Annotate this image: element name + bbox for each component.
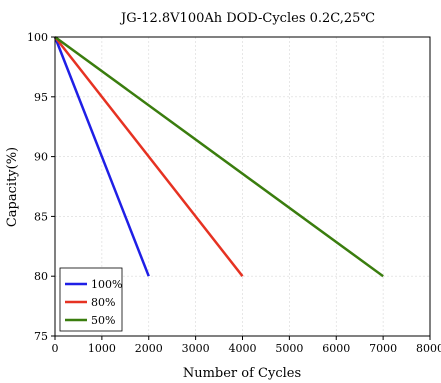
x-tick-label-3: 3000 xyxy=(182,342,210,355)
x-tick-label-6: 6000 xyxy=(322,342,350,355)
chart-title: JG-12.8V100Ah DOD-Cycles 0.2C,25℃ xyxy=(119,11,375,26)
legend: 100% 80% 50% xyxy=(59,267,122,332)
x-axis-label: Number of Cycles xyxy=(183,366,301,381)
gridlines xyxy=(55,37,430,336)
y-tick-label-4: 95 xyxy=(34,91,48,104)
legend-label-50pct: 50% xyxy=(91,314,115,327)
x-tick-label-1: 1000 xyxy=(88,342,116,355)
y-tick-label-3: 90 xyxy=(34,151,48,164)
legend-label-80pct: 80% xyxy=(91,296,115,309)
x-tick-label-8: 8000 xyxy=(416,342,441,355)
y-tick-label-0: 75 xyxy=(34,330,48,343)
legend-label-100pct: 100% xyxy=(91,278,122,291)
y-tick-label-2: 85 xyxy=(34,210,48,223)
series-line-100pct xyxy=(53,36,150,277)
y-tick-label-5: 100 xyxy=(27,31,48,44)
series-line-50pct xyxy=(54,35,384,278)
data-series xyxy=(53,35,384,278)
axis-ticks: 0 1000 2000 3000 4000 5000 6000 7000 8000 75 80 85 9… xyxy=(27,31,441,355)
x-tick-label-7: 7000 xyxy=(369,342,397,355)
x-tick-label-4: 4000 xyxy=(229,342,257,355)
x-tick-label-0: 0 xyxy=(52,342,59,355)
y-tick-label-1: 80 xyxy=(34,270,48,283)
y-axis-label: Capacity(%) xyxy=(5,147,20,227)
series-line-80pct xyxy=(54,36,244,277)
x-tick-label-5: 5000 xyxy=(275,342,303,355)
x-tick-label-2: 2000 xyxy=(135,342,163,355)
